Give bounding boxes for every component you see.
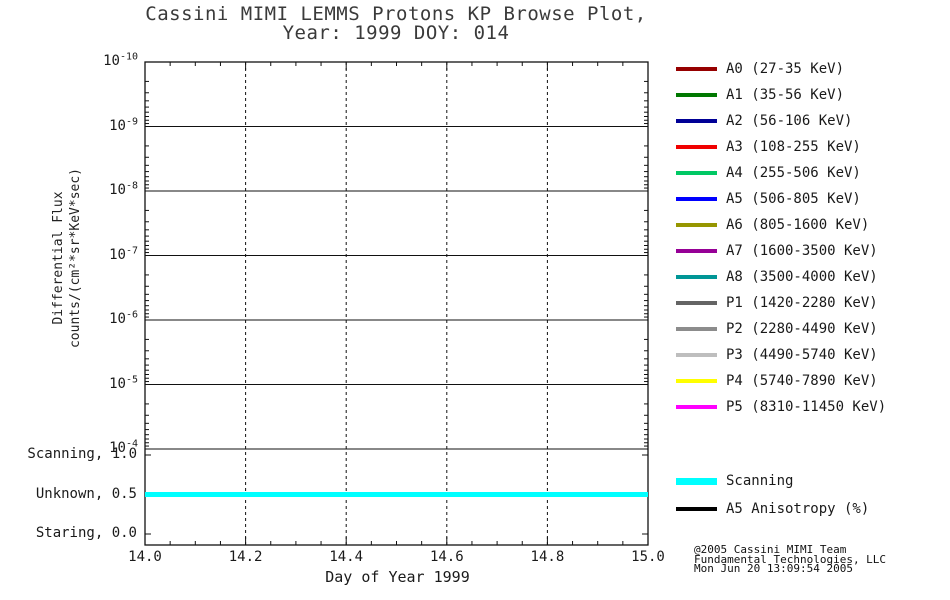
legend-color-line (676, 171, 717, 175)
legend-label: A4 (255-506 KeV) (726, 165, 861, 181)
legend-color-line (676, 93, 717, 97)
x-tick-label: 14.8 (530, 549, 565, 565)
legend-color-line (676, 477, 717, 485)
legend-label: A2 (56-106 KeV) (726, 113, 853, 129)
x-tick-label: 14.6 (429, 549, 464, 565)
legend-color-line (676, 67, 717, 71)
legend-label: A1 (35-56 KeV) (726, 87, 845, 103)
x-tick-label: 14.2 (228, 549, 263, 565)
legend-color-line (676, 327, 717, 331)
y-tick-label: 10-9 (109, 115, 138, 134)
legend-energy-channels: A0 (27-35 KeV) A1 (35-56 KeV) A2 (56-106 K… (676, 56, 886, 420)
credits-company: Fundamental Technologies, LLC (694, 552, 887, 566)
legend-color-line (676, 507, 717, 511)
legend-item: A6 (805-1600 KeV) (676, 212, 886, 238)
legend-color-line (676, 145, 717, 149)
legend-item: A5 Anisotropy (%) (676, 495, 869, 523)
credits-timestamp: Mon Jun 20 13:09:54 2005 (694, 562, 853, 575)
legend-label: A6 (805-1600 KeV) (726, 217, 870, 233)
legend-label: A7 (1600-3500 KeV) (726, 243, 878, 259)
legend-item: P4 (5740-7890 KeV) (676, 368, 886, 394)
legend-label: Scanning (726, 473, 794, 489)
legend-item: P3 (4490-5740 KeV) (676, 342, 886, 368)
legend-label: P5 (8310-11450 KeV) (726, 399, 887, 415)
y-tick-label: 10-7 (109, 244, 138, 263)
legend-item: A7 (1600-3500 KeV) (676, 238, 886, 264)
x-tick-label: 14.0 (128, 549, 162, 565)
legend-color-line (676, 249, 717, 253)
legend-label: A8 (3500-4000 KeV) (726, 269, 878, 285)
plot-title: Cassini MIMI LEMMS Protons KP Browse Plo… (0, 5, 792, 43)
legend-label: A5 (506-805 KeV) (726, 191, 861, 207)
legend-item: A5 (506-805 KeV) (676, 186, 886, 212)
legend-color-line (676, 119, 717, 123)
legend-item: P1 (1420-2280 KeV) (676, 290, 886, 316)
y-tick-label: 10-8 (109, 180, 138, 198)
legend-item: A8 (3500-4000 KeV) (676, 264, 886, 290)
legend-item: A0 (27-35 KeV) (676, 56, 886, 82)
legend-color-line (676, 405, 717, 409)
legend-item: P5 (8310-11450 KeV) (676, 394, 886, 420)
legend-label: P1 (1420-2280 KeV) (726, 295, 878, 311)
status-tick-label: Staring, 0.0 (35, 525, 137, 541)
legend-label: A3 (108-255 KeV) (726, 139, 861, 155)
x-tick-label: 15.0 (631, 549, 665, 565)
y-tick-label: 10-10 (103, 51, 138, 69)
legend-color-line (676, 353, 717, 357)
legend-label: A5 Anisotropy (%) (726, 501, 870, 517)
credits-team: @2005 Cassini MIMI Team (694, 543, 847, 556)
plot-title-line1: Cassini MIMI LEMMS Protons KP Browse Plo… (145, 3, 647, 25)
x-axis-title: Day of Year 1999 (325, 568, 470, 586)
y-tick-label: 10-5 (109, 373, 138, 392)
legend-item: A4 (255-506 KeV) (676, 160, 886, 186)
legend-item: Scanning (676, 467, 869, 495)
legend-color-line (676, 275, 717, 279)
credits: @2005 Cassini MIMI Team Fundamental Tech… (694, 543, 887, 575)
legend-status-entries: Scanning A5 Anisotropy (%) (676, 467, 869, 523)
legend-item: P2 (2280-4490 KeV) (676, 316, 886, 342)
y-tick-label: 10-6 (109, 309, 138, 327)
plot-border (144, 61, 649, 546)
status-tick-label: Unknown, 0.5 (35, 485, 137, 502)
legend-label: P2 (2280-4490 KeV) (726, 321, 878, 337)
legend-item: A3 (108-255 KeV) (676, 134, 886, 160)
plot-title-line2: Year: 1999 DOY: 014 (282, 22, 510, 44)
legend-color-line (676, 301, 717, 305)
legend-color-line (676, 379, 717, 383)
legend-item: A1 (35-56 KeV) (676, 82, 886, 108)
legend-color-line (676, 197, 717, 201)
y-tick-label: 10-4 (109, 438, 138, 456)
legend-item: A2 (56-106 KeV) (676, 108, 886, 134)
legend-label: P4 (5740-7890 KeV) (726, 373, 878, 389)
x-tick-label: 14.4 (329, 549, 364, 565)
legend-label: A0 (27-35 KeV) (726, 61, 845, 77)
legend-color-line (676, 223, 717, 227)
status-tick-label: Scanning, 1.0 (27, 446, 137, 462)
legend-label: P3 (4490-5740 KeV) (726, 347, 878, 363)
